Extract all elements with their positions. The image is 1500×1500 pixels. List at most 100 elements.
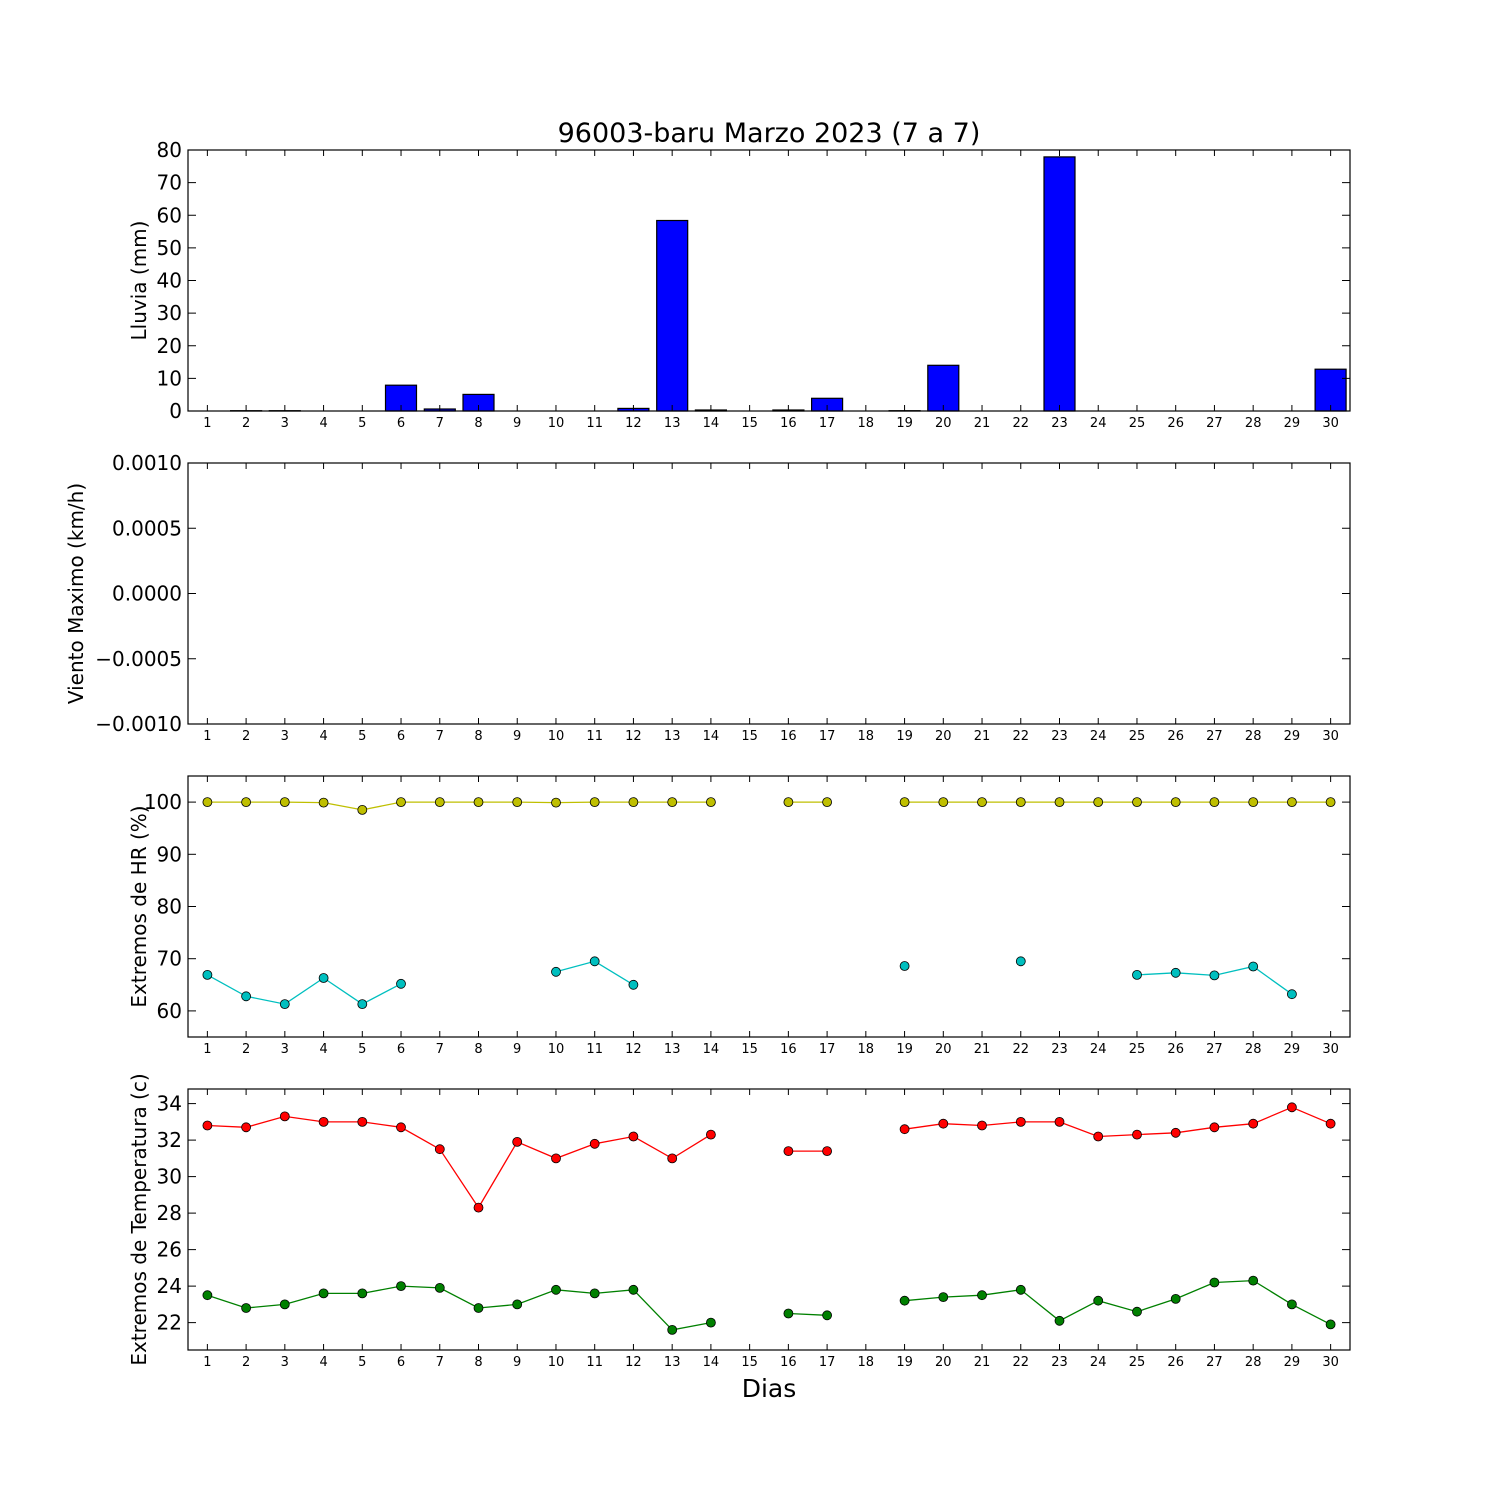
series-1-point-day-1: [202, 797, 213, 807]
x-tick-label: 17: [819, 1355, 836, 1370]
y-tick-label: 100: [144, 790, 182, 814]
x-axis-title: Dias: [742, 1374, 797, 1403]
series-1-point-day-9: [512, 1137, 523, 1147]
series-1-point-day-6: [396, 797, 406, 807]
series-2-point-day-4: [318, 973, 329, 983]
x-tick-label: 22: [1013, 1355, 1030, 1370]
y-tick-label: 0.0000: [112, 582, 182, 606]
y-tick-label: 28: [157, 1201, 182, 1225]
x-tick-label: 6: [397, 416, 405, 431]
series-1-point-day-21: [977, 1120, 987, 1131]
series-1-point-day-25: [1132, 1129, 1142, 1140]
x-tick-label: 17: [819, 1042, 836, 1057]
x-tick-label: 3: [281, 729, 289, 744]
series-2-point-day-3: [279, 999, 290, 1009]
series-1-point-day-21: [977, 797, 987, 807]
y-tick-label: 40: [157, 269, 182, 293]
series-2-point-day-5: [357, 999, 368, 1009]
series-2-point-day-30: [1325, 1319, 1336, 1330]
x-tick-label: 18: [858, 729, 875, 744]
chart-title: 96003-baru Marzo 2023 (7 a 7): [558, 118, 981, 149]
series-2-point-day-28: [1248, 961, 1259, 972]
x-tick-label: 14: [703, 1042, 720, 1057]
x-tick-label: 18: [858, 1355, 875, 1370]
series-2-point-day-10: [551, 966, 561, 977]
x-tick-label: 4: [319, 1042, 327, 1057]
series-1-point-day-2: [241, 797, 252, 807]
x-tick-label: 23: [1051, 416, 1068, 431]
x-tick-label: 1: [203, 1042, 211, 1057]
series-2-line-segment: [207, 1285, 712, 1331]
series-2-point-day-21: [977, 1290, 987, 1301]
chart-panels: 1 2 3 4 5 6 7 8 9 10 11 12 13 14 15 16 17 18 19 20 21 22 23 24 2…: [64, 138, 1351, 1370]
series-2-point-day-22: [1015, 1284, 1026, 1295]
series-1-point-day-24: [1093, 797, 1104, 807]
y-tick-label: −0.0005: [95, 647, 182, 671]
series-1-point-day-4: [318, 797, 329, 808]
x-tick-label: 28: [1245, 1355, 1262, 1370]
series-1-point-day-20: [938, 1118, 949, 1129]
x-tick-label: 27: [1206, 1042, 1223, 1057]
series-1-point-day-10: [551, 1153, 561, 1164]
x-tick-label: 4: [319, 416, 327, 431]
x-tick-label: 27: [1206, 1355, 1223, 1370]
x-tick-label: 19: [896, 1042, 913, 1057]
x-tick-label: 17: [819, 416, 836, 431]
y-tick-label: 70: [157, 171, 182, 195]
x-tick-label: 6: [397, 1042, 405, 1057]
series-1-point-day-7: [434, 1144, 445, 1155]
y-tick-label: 70: [157, 947, 182, 971]
x-tick-label: 17: [819, 729, 836, 744]
series-2-point-day-2: [241, 991, 252, 1002]
series-1-point-day-11: [589, 1138, 600, 1149]
x-tick-label: 10: [548, 416, 565, 431]
y-tick-label: 80: [157, 138, 182, 162]
series-1-point-day-26: [1170, 1127, 1181, 1138]
series-2-point-day-10: [551, 1284, 561, 1295]
x-tick-label: 7: [436, 1042, 444, 1057]
series-2-point-day-25: [1132, 970, 1142, 980]
y-tick-label: 80: [157, 895, 182, 919]
x-tick-label: 16: [780, 729, 797, 744]
series-1-point-day-16: [783, 1146, 794, 1156]
x-tick-label: 25: [1129, 416, 1146, 431]
series-1-point-day-30: [1325, 797, 1336, 807]
series-1-point-day-1: [202, 1120, 213, 1131]
series-2-point-day-6: [396, 1281, 406, 1291]
x-tick-label: 12: [625, 729, 642, 744]
series-1-point-day-13: [667, 797, 678, 807]
x-tick-label: 10: [548, 1042, 565, 1057]
x-tick-label: 30: [1322, 1042, 1339, 1057]
x-tick-label: 1: [203, 729, 211, 744]
x-tick-label: 8: [474, 729, 482, 744]
series-2-point-day-17: [822, 1310, 832, 1321]
x-tick-label: 21: [974, 1355, 991, 1370]
y-tick-label: 32: [157, 1128, 182, 1152]
series-1-point-day-22: [1015, 797, 1026, 807]
series-1-point-day-28: [1248, 797, 1259, 807]
x-tick-label: 27: [1206, 729, 1223, 744]
x-tick-label: 13: [664, 1042, 681, 1057]
series-1-point-day-14: [706, 1129, 716, 1140]
x-tick-label: 29: [1284, 416, 1301, 431]
x-tick-label: 9: [513, 729, 521, 744]
y-tick-label: −0.0010: [95, 712, 182, 736]
x-tick-label: 13: [664, 1355, 681, 1370]
x-tick-label: 12: [625, 1042, 642, 1057]
x-tick-label: 24: [1090, 416, 1107, 431]
series-2-point-day-24: [1093, 1295, 1104, 1306]
y-tick-label: 0.0005: [112, 516, 182, 540]
series-2-point-day-29: [1287, 1299, 1297, 1310]
series-2-point-day-23: [1054, 1315, 1065, 1326]
y-tick-label: 10: [157, 366, 182, 390]
x-tick-label: 16: [780, 1355, 797, 1370]
series-2-point-day-27: [1209, 970, 1220, 981]
x-tick-label: 3: [281, 416, 289, 431]
x-tick-label: 7: [436, 1355, 444, 1370]
x-tick-label: 30: [1322, 729, 1339, 744]
series-2-point-day-2: [241, 1303, 252, 1313]
series-2-point-day-16: [783, 1308, 794, 1319]
series-1-point-day-13: [667, 1153, 678, 1164]
x-tick-label: 18: [858, 416, 875, 431]
